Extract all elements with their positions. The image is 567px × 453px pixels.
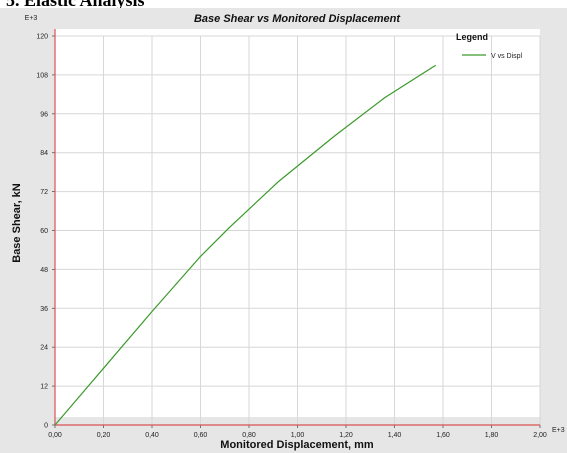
x-tick-label: 1,60 (436, 432, 450, 439)
y-tick-label: 0 (44, 423, 48, 430)
x-tick-label: 1,20 (339, 432, 353, 439)
grid (55, 35, 541, 425)
x-exponent-label: E+3 (552, 427, 565, 434)
axes (52, 29, 541, 428)
y-tick-label: 72 (40, 189, 48, 196)
chart: 0,00 0,20 0,40 0,60 0,80 1,00 1,20 1,40 1,60 1,80… (11, 13, 565, 451)
series-line (54, 64, 437, 426)
x-tick-label: 1,80 (485, 432, 499, 439)
x-tick-label: 1,00 (291, 432, 305, 439)
y-tick-label: 12 (40, 384, 48, 391)
x-tick-label: 2,00 (533, 432, 547, 439)
tick-labels: 0,00 0,20 0,40 0,60 0,80 1,00 1,20 1,40 1,60 1,80… (36, 34, 547, 440)
x-tick-label: 0,40 (145, 432, 159, 439)
series-lines (54, 64, 437, 426)
x-tick-label: 1,40 (388, 432, 402, 439)
x-tick-label: 0,00 (48, 432, 62, 439)
y-tick-label: 36 (40, 306, 48, 313)
x-axis-title: Monitored Displacement, mm (220, 439, 374, 451)
page-caption: 5. Elastic Analysis (6, 0, 145, 10)
legend-title: Legend (456, 32, 488, 42)
y-tick-label: 48 (40, 267, 48, 274)
y-tick-label: 84 (40, 150, 48, 157)
x-tick-label: 0,60 (194, 432, 208, 439)
y-tick-label: 108 (36, 72, 48, 79)
y-tick-label: 60 (40, 228, 48, 235)
x-tick-label: 0,20 (97, 432, 111, 439)
legend-series-label: V vs Displ (491, 53, 523, 60)
chart-title: Base Shear vs Monitored Displacement (194, 13, 401, 25)
y-tick-label: 24 (40, 345, 48, 352)
chart-frame: 0,00 0,20 0,40 0,60 0,80 1,00 1,20 1,40 1,60 1,80… (0, 8, 567, 453)
y-tick-label: 120 (36, 34, 48, 41)
x-tick-label: 0,80 (242, 432, 256, 439)
y-exponent-label: E+3 (25, 15, 38, 22)
y-tick-label: 96 (40, 111, 48, 118)
legend: Legend V vs Displ (456, 32, 523, 60)
y-axis-title: Base Shear, kN (11, 183, 23, 263)
